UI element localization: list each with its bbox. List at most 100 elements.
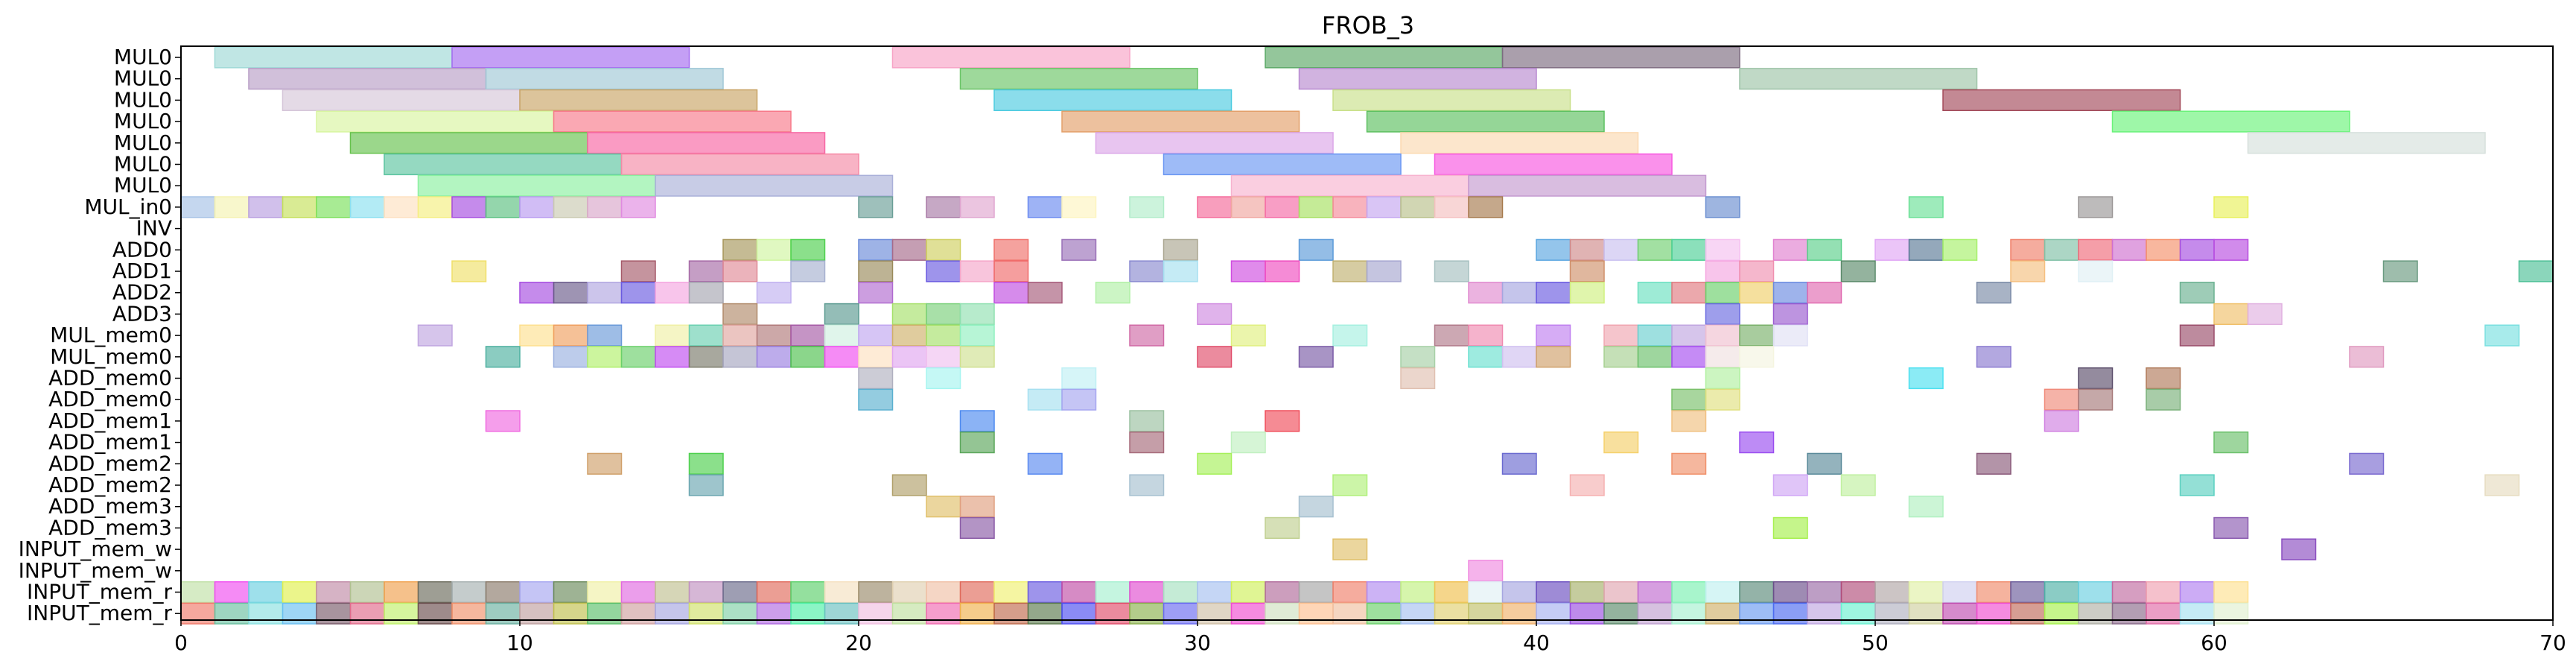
task-bar [688, 282, 724, 304]
task-bar [926, 367, 961, 390]
task-bar [2281, 538, 2317, 560]
task-bar [1434, 324, 1469, 347]
task-bar [1603, 238, 1639, 261]
task-bar [858, 346, 894, 368]
x-tick-label: 50 [1862, 631, 1889, 655]
lane-label: MUL0 [114, 87, 172, 112]
task-bar [959, 410, 995, 432]
task-bar [1400, 196, 1436, 218]
task-bar [1637, 346, 1673, 368]
task-bar [1536, 282, 1571, 304]
task-bar [2382, 260, 2418, 282]
task-bar [1874, 238, 1910, 261]
lane-label: ADD_mem3 [48, 494, 172, 519]
task-bar [1230, 581, 1266, 604]
task-bar [1095, 132, 1334, 154]
plot-frame [180, 45, 2554, 621]
task-bar [1637, 282, 1673, 304]
lane-label: INPUT_mem_w [19, 537, 172, 561]
task-bar [1197, 581, 1233, 604]
task-bar [384, 196, 419, 218]
task-bar [587, 581, 623, 604]
task-bar [1705, 282, 1740, 304]
task-bar [2179, 238, 2215, 261]
task-bar [587, 346, 623, 368]
task-bar [282, 581, 317, 604]
task-bar [620, 282, 656, 304]
task-bar [519, 581, 555, 604]
task-bar [1332, 538, 1368, 560]
task-bar [553, 324, 588, 347]
task-bar [2247, 132, 2486, 154]
task-bar [655, 174, 894, 197]
lane-label: ADD_mem1 [48, 408, 172, 433]
task-bar [1908, 238, 1944, 261]
task-bar [1739, 346, 1775, 368]
task-bar [858, 282, 894, 304]
task-bar [417, 581, 453, 604]
task-bar [1163, 238, 1198, 261]
task-bar [1536, 324, 1571, 347]
task-bar [1671, 581, 1707, 604]
task-bar [1671, 238, 1707, 261]
task-bar [993, 282, 1029, 304]
task-bar [1772, 238, 1808, 261]
task-bar [180, 581, 216, 604]
lane-label: ADD_mem3 [48, 515, 172, 540]
task-bar [926, 346, 961, 368]
task-bar [2146, 581, 2181, 604]
task-bar [722, 346, 758, 368]
task-bar [519, 89, 758, 112]
lane-label: ADD_mem2 [48, 473, 172, 497]
task-bar [214, 196, 249, 218]
task-bar [722, 238, 758, 261]
task-bar [1061, 388, 1097, 411]
lane-label: ADD1 [112, 259, 172, 283]
task-bar [959, 68, 1198, 90]
task-bar [1468, 346, 1504, 368]
task-bar [1468, 282, 1504, 304]
task-bar [926, 260, 961, 282]
task-bar [2213, 238, 2249, 261]
task-bar [2044, 410, 2079, 432]
task-bar [1027, 282, 1063, 304]
task-bar [316, 581, 352, 604]
task-bar [891, 46, 1130, 69]
task-bar [587, 282, 623, 304]
task-bar [417, 196, 453, 218]
task-bar [1671, 346, 1707, 368]
task-bar [1705, 367, 1740, 390]
task-bar [1807, 581, 1842, 604]
task-bar [1400, 132, 1639, 154]
task-bar [1061, 196, 1097, 218]
lane-label: MUL0 [114, 66, 172, 91]
task-bar [1400, 581, 1436, 604]
task-bar [993, 238, 1029, 261]
task-bar [1332, 581, 1368, 604]
task-bar [891, 238, 927, 261]
task-bar [1501, 581, 1537, 604]
lane-label: INPUT_mem_w [19, 558, 172, 583]
task-bar [1569, 282, 1605, 304]
task-bar [1976, 282, 2011, 304]
task-bar [248, 196, 284, 218]
task-bar [2078, 581, 2114, 604]
task-bar [2044, 388, 2079, 411]
task-bar [1739, 260, 1775, 282]
task-bar [891, 346, 927, 368]
task-bar [1569, 238, 1605, 261]
task-bar [1129, 474, 1165, 496]
task-bar [1705, 581, 1740, 604]
task-bar [1501, 346, 1537, 368]
task-bar [2010, 581, 2046, 604]
task-bar [1908, 496, 1944, 518]
x-tick-label: 70 [2540, 631, 2566, 655]
x-tick-label: 60 [2201, 631, 2227, 655]
task-bar [1230, 432, 1266, 454]
task-bar [1197, 303, 1233, 325]
task-bar [1739, 324, 1775, 347]
task-bar [926, 496, 961, 518]
x-tick-label: 10 [506, 631, 533, 655]
task-bar [1230, 196, 1266, 218]
task-bars [180, 46, 2554, 625]
